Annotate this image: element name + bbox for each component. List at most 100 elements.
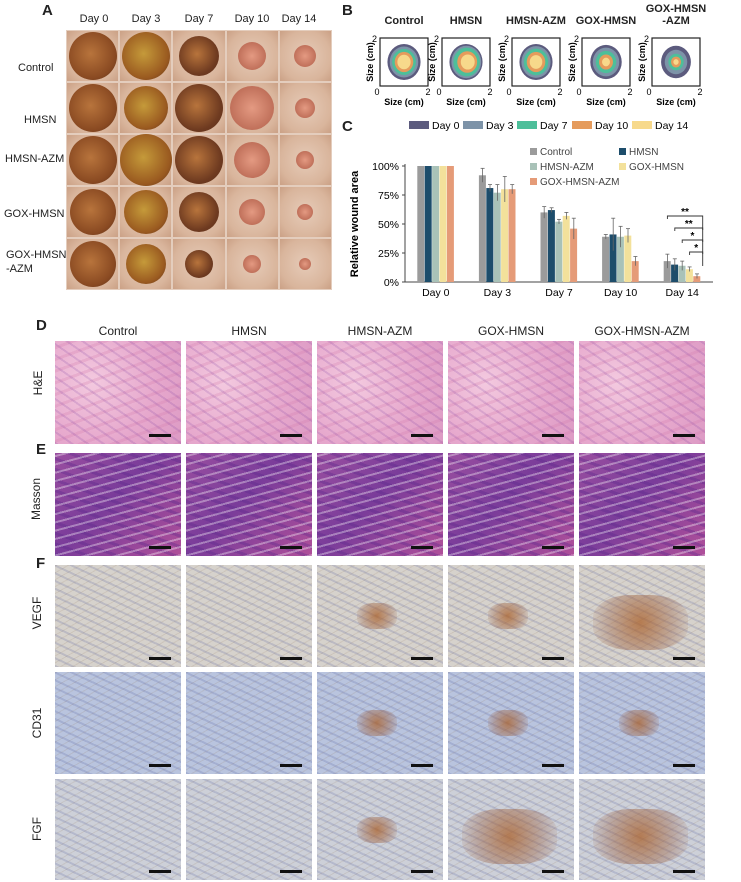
bar-gox-hmsn-3 (624, 235, 632, 282)
wound-photo-control-day-4 (279, 31, 331, 81)
histo-image-masson-hmsn-azm (317, 453, 443, 556)
scale-bar (280, 657, 302, 660)
row-label-gox-hmsn-azm: GOX-HMSN -AZM (6, 249, 67, 275)
col-header-day3: Day 3 (131, 13, 161, 25)
y-tick-label: 100% (372, 161, 399, 173)
wound-photo-hmsn-day-4 (279, 83, 331, 133)
wound-photo-gox-hmsn-day-2 (173, 187, 225, 237)
histo-col-hmsn: HMSN (231, 324, 267, 338)
bar-hmsn-4 (671, 264, 679, 282)
wound-area (297, 204, 314, 220)
wound-photo-control-day-3 (226, 31, 278, 81)
histo-image-he-control (55, 341, 181, 444)
wound-photo-control-day-0 (67, 31, 119, 81)
wound-area (123, 86, 168, 130)
wound-area (294, 45, 317, 67)
significance-bracket (666, 215, 704, 230)
histo-col-control: Control (98, 324, 138, 338)
panel-label-a: A (42, 2, 53, 19)
wound-area (174, 84, 223, 132)
series-legend-swatch-2 (530, 163, 537, 170)
x-axis-label: Size (cm) (586, 97, 626, 107)
histo-image-he-gox-hmsn (448, 341, 574, 444)
wound-photo-control-day-1 (120, 31, 172, 81)
day-legend-swatch-1 (463, 121, 483, 129)
scale-bar (149, 764, 171, 767)
wound-area (125, 244, 166, 284)
wound-area (243, 255, 262, 273)
positive-stain-region (619, 710, 659, 736)
y-axis-label: Size (cm) (638, 42, 647, 82)
histo-col-hmsn-azm: HMSN-AZM (347, 324, 413, 338)
contour-title-hmsn: HMSN (449, 15, 483, 27)
wound-photo-control-day-2 (173, 31, 225, 81)
bar-gox-hmsn-azm-2 (570, 228, 578, 282)
contour-title-gox-hmsn-azm: GOX-HMSN -AZM (645, 3, 707, 27)
day-legend-label-2: Day 7 (540, 120, 568, 132)
y-tick-label: 75% (378, 190, 399, 202)
bar-control-3 (602, 236, 610, 282)
contour-title-hmsn-azm: HMSN-AZM (506, 15, 566, 27)
day-legend-label-0: Day 0 (432, 120, 460, 132)
x-tick-label: Day 0 (422, 287, 450, 299)
tick-x-0: 0 (436, 87, 441, 97)
panel-label-e: E (36, 441, 47, 458)
positive-stain-region (488, 603, 528, 629)
bar-gox-hmsn-0 (439, 166, 447, 282)
series-legend-label-0: Control (540, 147, 572, 158)
wound-area (178, 36, 219, 76)
positive-stain-region (357, 710, 397, 736)
scale-bar (411, 657, 433, 660)
wound-area (234, 142, 271, 178)
x-axis-label: Size (cm) (516, 97, 556, 107)
x-axis-label: Size (cm) (656, 97, 696, 107)
significance-mark: ** (685, 219, 693, 230)
scale-bar (280, 764, 302, 767)
histo-col-gox-hmsn-azm: GOX-HMSN-AZM (594, 324, 690, 338)
wound-area (295, 98, 316, 118)
bar-control-0 (417, 166, 425, 282)
scale-bar (280, 870, 302, 873)
bar-gox-hmsn-azm-3 (631, 261, 639, 282)
histo-row-masson: Masson (29, 477, 43, 521)
histo-image-fgf-gox-hmsn (448, 779, 574, 880)
histo-image-fgf-gox-hmsn-azm (579, 779, 705, 880)
y-axis-label: Size (cm) (498, 42, 507, 82)
bar-hmsn-azm-0 (432, 166, 440, 282)
series-legend-label-3: GOX-HMSN (629, 162, 684, 173)
x-tick-label: Day 3 (484, 287, 512, 299)
tick-y-2: 2 (434, 34, 439, 44)
histo-image-he-hmsn (186, 341, 312, 444)
row-label-hmsn: HMSN (24, 114, 57, 126)
contour-day-14 (460, 54, 475, 70)
tick-y-2: 2 (372, 34, 377, 44)
wound-area (121, 32, 170, 80)
bar-control-1 (478, 175, 486, 282)
contour-title-control: Control (384, 15, 424, 27)
row-label-hmsn-azm: HMSN-AZM (5, 153, 65, 165)
day-legend-swatch-0 (409, 121, 429, 129)
bar-hmsn-azm-4 (678, 265, 686, 282)
series-legend-swatch-3 (619, 163, 626, 170)
tick-x-2: 2 (627, 87, 632, 97)
wound-photo-hmsn-azm-day-1 (119, 134, 172, 186)
wound-photo-gox-hmsn-day-0 (67, 187, 119, 237)
histo-image-vegf-hmsn-azm (317, 565, 443, 667)
histo-image-masson-gox-hmsn (448, 453, 574, 556)
bar-control-2 (540, 212, 548, 282)
x-tick-label: Day 7 (545, 287, 573, 299)
scale-bar (673, 657, 695, 660)
histo-image-vegf-gox-hmsn-azm (579, 565, 705, 667)
col-header-day10: Day 10 (234, 13, 270, 25)
wound-photo-hmsn-azm-day-3 (226, 135, 278, 185)
histo-image-cd31-gox-hmsn (448, 672, 574, 774)
histo-image-fgf-control (55, 779, 181, 880)
scale-bar (411, 764, 433, 767)
col-header-day0: Day 0 (79, 13, 109, 25)
tick-x-2: 2 (425, 87, 430, 97)
contour-day-14 (602, 57, 610, 67)
